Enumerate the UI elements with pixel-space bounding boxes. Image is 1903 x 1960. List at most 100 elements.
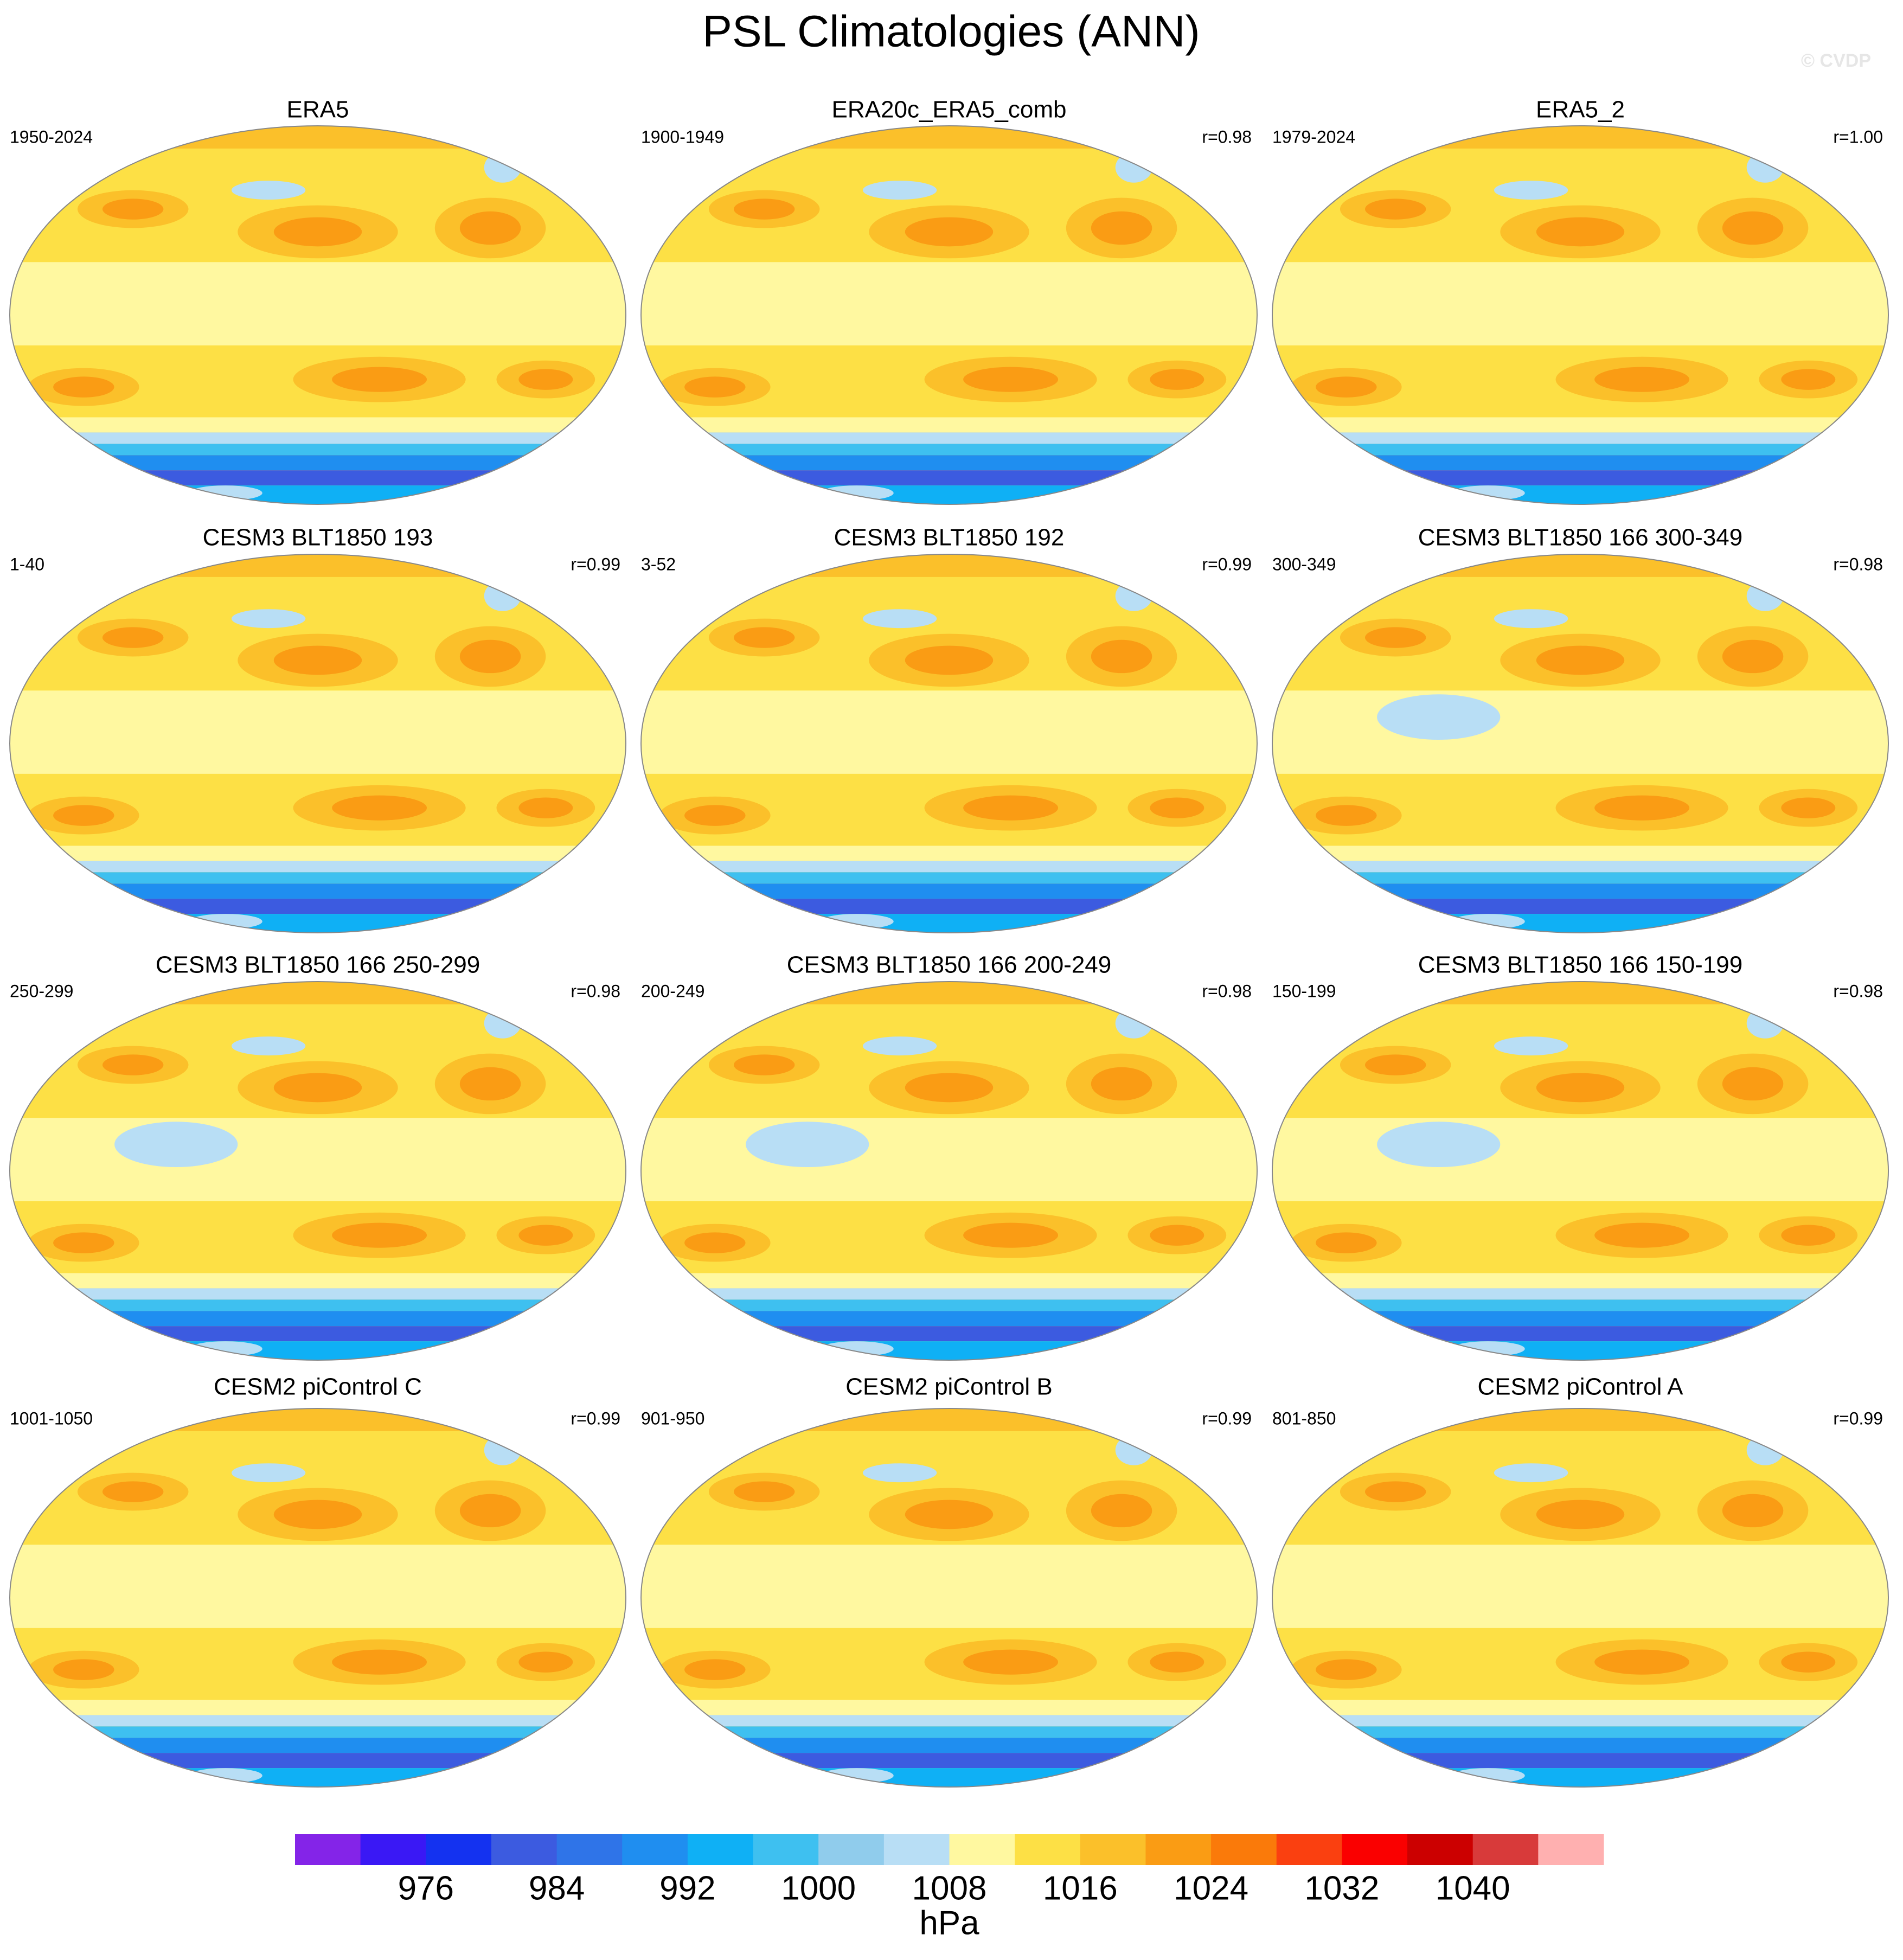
map-band <box>641 1738 1257 1753</box>
map-blob <box>1150 369 1204 390</box>
map-band <box>1272 1288 1888 1300</box>
colorbar-box <box>1407 1834 1473 1865</box>
map-band <box>1272 914 1888 933</box>
map-blob <box>518 797 573 818</box>
map-blob <box>819 914 894 930</box>
colorbar-box <box>1145 1834 1212 1865</box>
map-band <box>641 1118 1257 1201</box>
map-blob <box>963 367 1059 392</box>
map-band <box>10 1738 626 1753</box>
panel-correlation: r=0.98 <box>571 981 620 1001</box>
map-blob <box>862 1463 937 1483</box>
map-band <box>1272 1726 1888 1738</box>
map-blob <box>1451 914 1525 930</box>
map-band <box>10 485 626 504</box>
map-blob <box>102 1481 164 1502</box>
map-blob <box>459 1494 521 1528</box>
map-band <box>1272 1545 1888 1628</box>
panel-title: ERA5_2 <box>1536 97 1625 123</box>
map-blob <box>518 1651 573 1673</box>
map-blob <box>518 369 573 390</box>
colorbar-label: hPa <box>919 1904 979 1942</box>
map-band <box>10 1545 626 1628</box>
map-outline <box>9 125 626 505</box>
map-blob <box>1594 367 1690 392</box>
map-band <box>10 1118 626 1201</box>
map-blob <box>459 1067 521 1101</box>
map-blob <box>1451 1768 1525 1784</box>
map-blob <box>1722 211 1784 245</box>
panel-title: CESM2 piControl C <box>214 1374 422 1400</box>
map-outline <box>1272 1408 1889 1788</box>
map-band <box>1272 444 1888 456</box>
map-band <box>1272 883 1888 899</box>
panel-title: CESM3 BLT1850 193 <box>203 524 433 551</box>
map-outline <box>9 981 626 1361</box>
map-band <box>641 1273 1257 1289</box>
map-band <box>641 846 1257 861</box>
map-blob <box>1746 152 1784 183</box>
map-blob <box>231 1036 306 1056</box>
map-band <box>641 470 1257 486</box>
map-blob <box>114 1122 238 1168</box>
map-blob <box>1150 797 1204 818</box>
map-band <box>1272 1326 1888 1342</box>
map-blob <box>819 1341 894 1357</box>
map-band <box>1272 1118 1888 1201</box>
map-fill <box>1272 554 1888 933</box>
panel-correlation: r=1.00 <box>1833 127 1883 146</box>
map-band <box>641 914 1257 933</box>
map-blob <box>1746 1434 1784 1465</box>
panel-correlation: r=0.98 <box>1833 981 1883 1001</box>
map-blob <box>1115 580 1152 611</box>
map-band <box>10 1273 626 1289</box>
map-blob <box>1364 627 1426 648</box>
map-fill <box>10 982 626 1360</box>
map-blob <box>484 1008 521 1039</box>
map-band <box>641 554 1257 577</box>
map-panel: CESM3 BLT1850 166 200-249 200-249 r=0.98 <box>640 952 1258 1361</box>
map-band <box>641 1715 1257 1727</box>
map-band <box>10 1753 626 1769</box>
map-band <box>10 1715 626 1727</box>
map-panel: CESM3 BLT1850 193 1-40 r=0.99 <box>9 524 626 933</box>
map-band <box>10 455 626 471</box>
map-blob <box>733 627 795 648</box>
map-blob <box>1364 1481 1426 1502</box>
map-band <box>1272 1341 1888 1360</box>
panel-title: CESM2 piControl A <box>1477 1374 1683 1400</box>
map-band <box>10 262 626 345</box>
map-band <box>1272 432 1888 444</box>
map-fill <box>10 554 626 933</box>
map-blob <box>1781 797 1836 818</box>
watermark: © CVDP <box>1801 50 1871 71</box>
map-band <box>1272 1311 1888 1327</box>
panel-correlation: r=0.98 <box>1202 981 1252 1001</box>
colorbar: 976 984 992 1000 1008 1016 1024 1032 1040 hPa <box>295 1834 1604 1942</box>
map-blob <box>1364 198 1426 220</box>
map-blob <box>53 376 114 398</box>
map-blob <box>963 1649 1059 1675</box>
map-outline <box>640 125 1258 505</box>
map-band <box>641 1311 1257 1327</box>
map-blob <box>459 211 521 245</box>
map-blob <box>1091 1067 1152 1101</box>
panel-period: 801-850 <box>1272 1408 1336 1428</box>
map-band <box>10 470 626 486</box>
map-outline <box>1272 125 1889 505</box>
panel-period: 901-950 <box>641 1408 704 1428</box>
map-band <box>10 126 626 149</box>
map-blob <box>1536 645 1625 675</box>
map-band <box>1272 1753 1888 1769</box>
panel-title: ERA5 <box>287 97 349 123</box>
map-blob <box>1316 1659 1377 1680</box>
map-blob <box>53 1232 114 1253</box>
map-blob <box>746 1122 869 1168</box>
map-blob <box>231 181 306 200</box>
map-band <box>1272 872 1888 884</box>
panel-title: CESM3 BLT1850 166 200-249 <box>787 952 1111 978</box>
panel-title: CESM2 piControl B <box>845 1374 1052 1400</box>
map-blob <box>231 1463 306 1483</box>
map-blob <box>484 580 521 611</box>
map-band <box>10 690 626 774</box>
